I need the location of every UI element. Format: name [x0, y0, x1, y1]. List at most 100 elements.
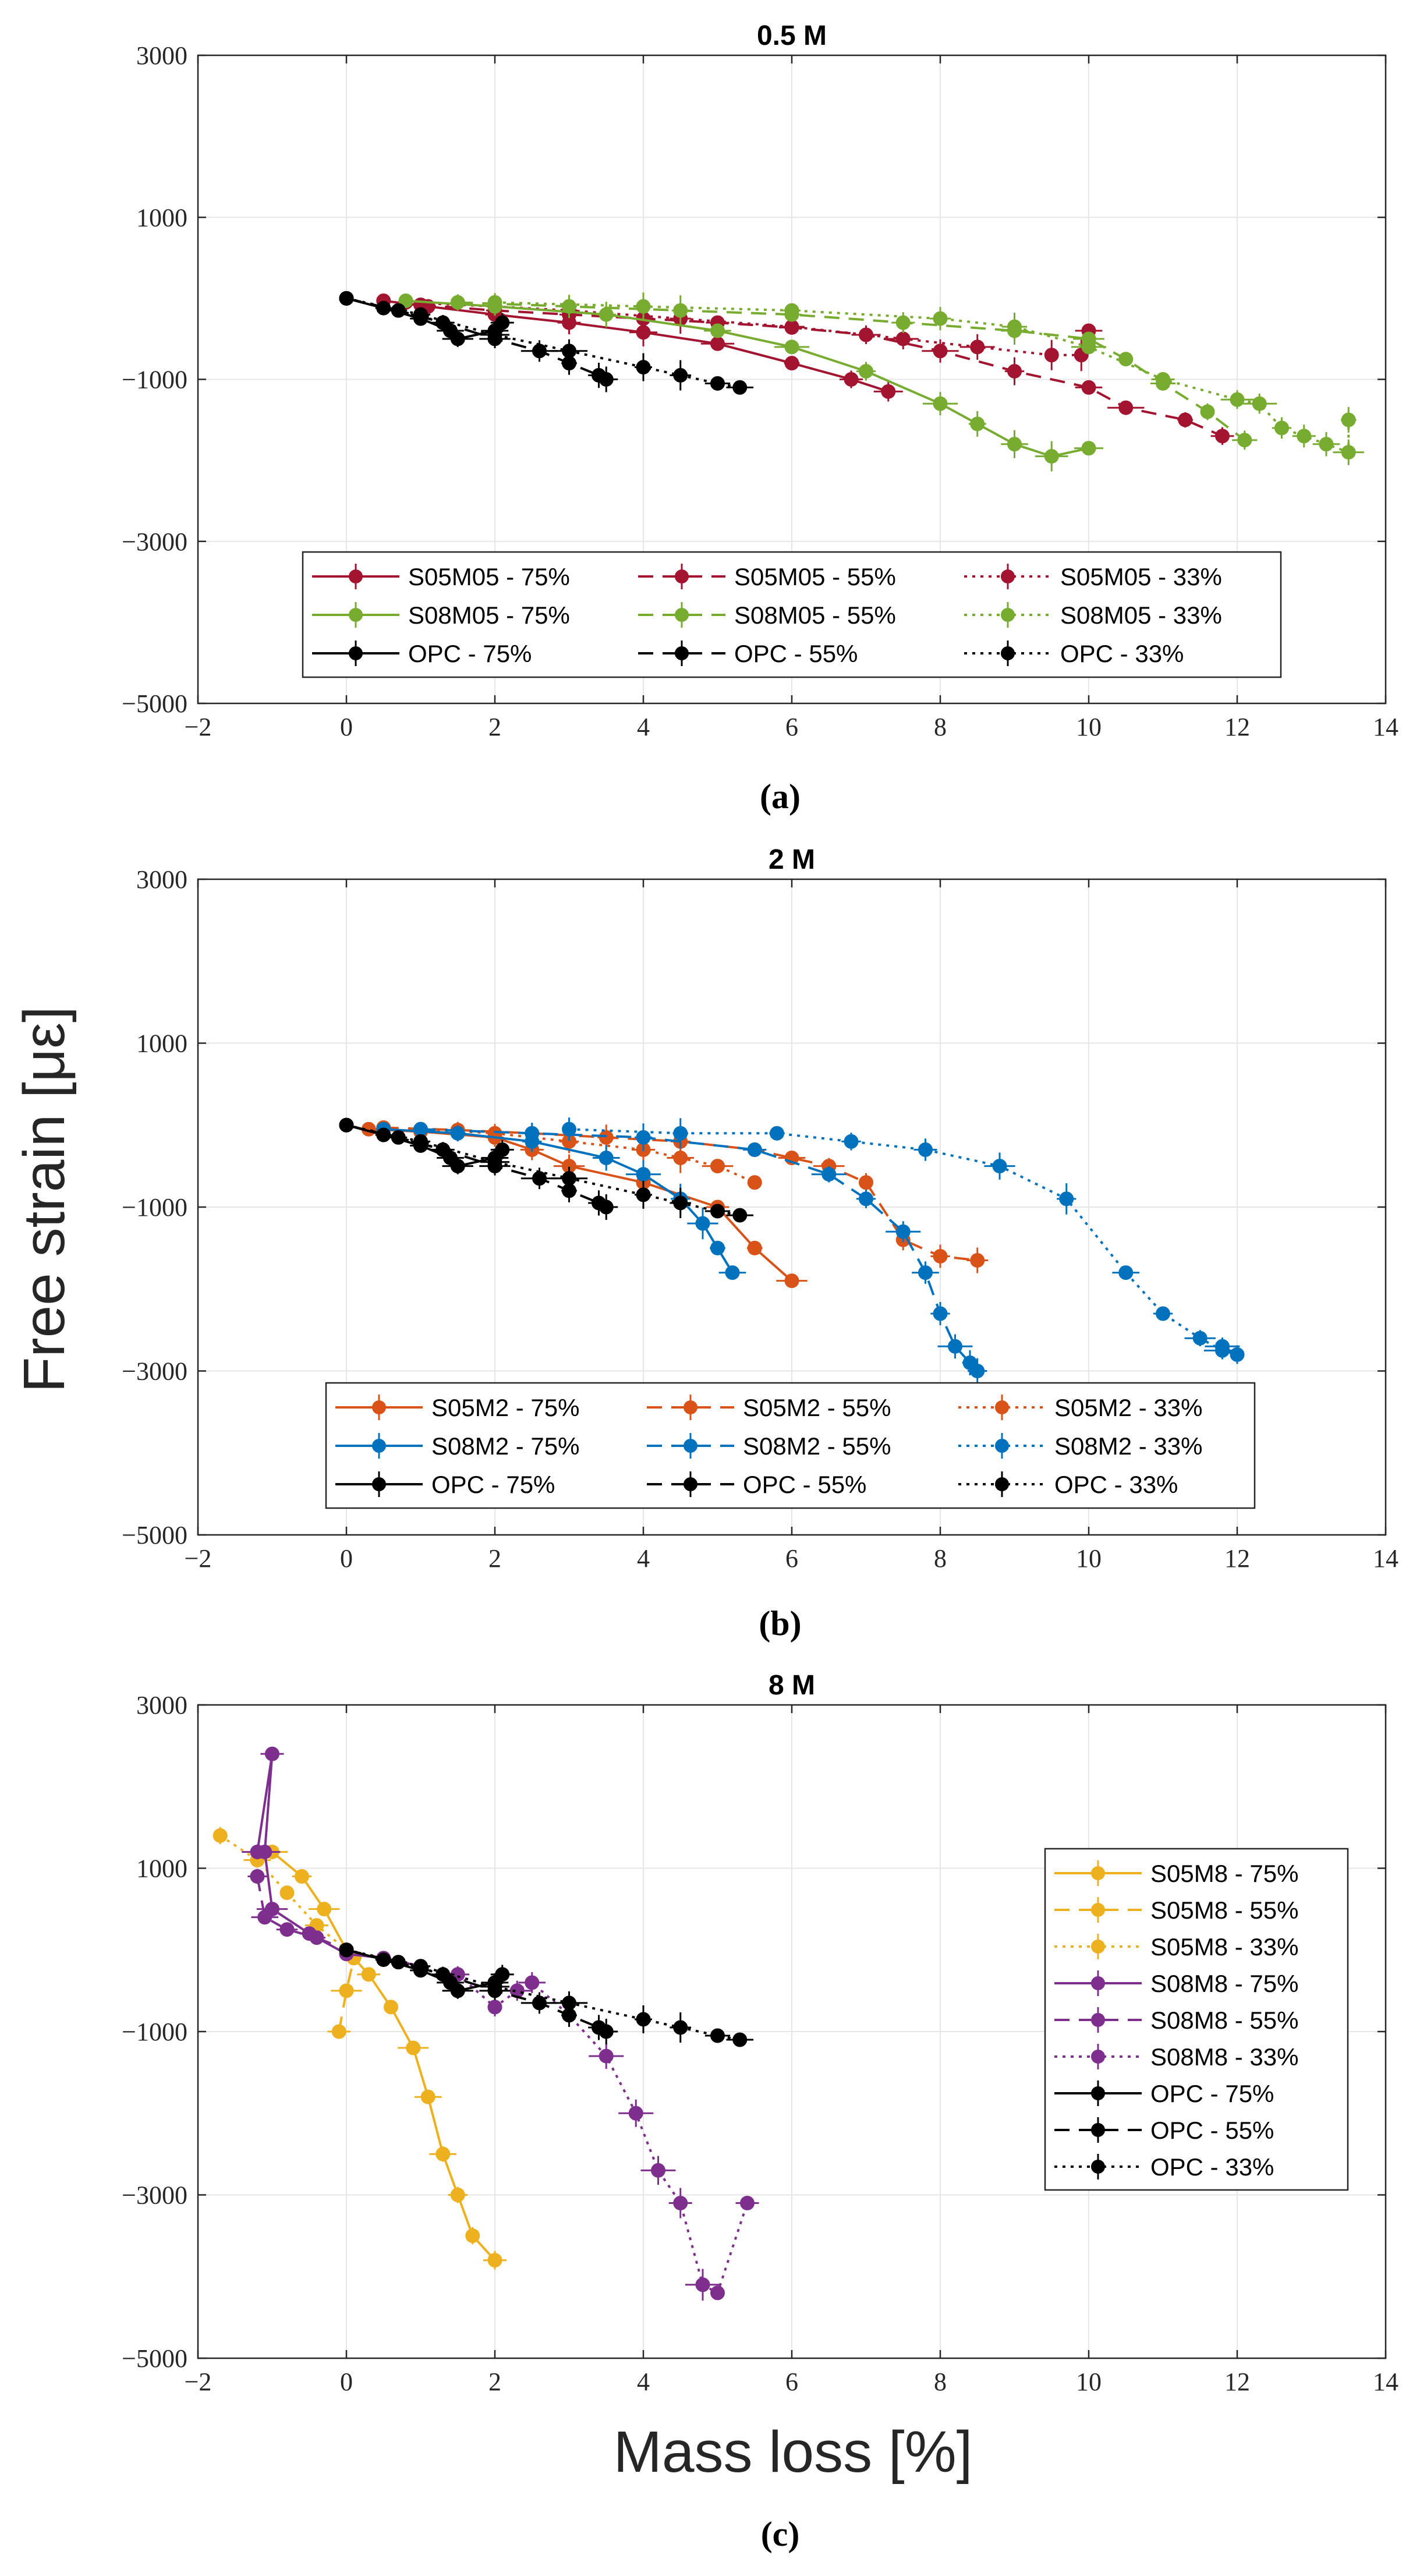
- data-point: [628, 2106, 643, 2121]
- data-point: [532, 1171, 547, 1186]
- panel-caption: (a): [760, 777, 801, 816]
- legend-entry: S08M2 - 33%: [958, 1432, 1202, 1460]
- data-point: [250, 1869, 265, 1884]
- data-point: [465, 2228, 480, 2244]
- data-point: [821, 1167, 837, 1182]
- legend-marker: [1091, 1903, 1105, 1917]
- data-point: [673, 1195, 688, 1211]
- data-point: [1118, 1265, 1134, 1280]
- legend-label: S08M05 - 75%: [408, 601, 570, 629]
- x-tick-label: 14: [1373, 1544, 1398, 1573]
- y-tick-label: 1000: [136, 1029, 187, 1058]
- legend-entry: OPC - 75%: [335, 1471, 555, 1498]
- data-point: [1044, 449, 1059, 464]
- legend-marker: [1091, 2050, 1105, 2064]
- y-tick-label: −5000: [122, 689, 187, 718]
- data-point: [859, 364, 873, 379]
- data-point: [257, 1844, 272, 1859]
- data-point: [450, 331, 465, 346]
- data-point: [391, 303, 406, 318]
- legend-marker: [1091, 2086, 1105, 2100]
- data-point: [970, 1252, 985, 1268]
- data-point: [844, 1134, 859, 1149]
- y-tick-label: −3000: [122, 528, 187, 556]
- data-point: [599, 2048, 614, 2064]
- data-point: [1230, 1347, 1245, 1362]
- legend-marker: [675, 608, 689, 622]
- y-tick-label: 1000: [136, 203, 187, 232]
- legend-label: OPC - 75%: [431, 1471, 555, 1498]
- legend-label: S05M8 - 33%: [1150, 1933, 1298, 1961]
- data-point: [265, 1746, 279, 1761]
- x-tick-label: 10: [1076, 2368, 1102, 2396]
- legend-label: S05M8 - 55%: [1150, 1896, 1298, 1924]
- legend-marker: [675, 569, 689, 583]
- data-point: [970, 339, 985, 355]
- data-point: [673, 2020, 688, 2035]
- data-point: [450, 1126, 465, 1141]
- x-tick-label: 12: [1224, 2368, 1250, 2396]
- legend-label: OPC - 55%: [1150, 2117, 1274, 2144]
- legend-marker: [1091, 2160, 1105, 2174]
- legend-marker: [675, 646, 689, 660]
- data-point: [1007, 437, 1022, 452]
- data-point: [1215, 429, 1230, 444]
- data-point: [636, 1187, 651, 1202]
- data-point: [784, 339, 799, 355]
- y-tick-label: −5000: [122, 1521, 187, 1549]
- legend-marker: [349, 608, 363, 622]
- y-tick-label: −3000: [122, 1357, 187, 1386]
- data-point: [435, 2146, 451, 2161]
- data-point: [673, 1151, 688, 1166]
- chart-title: 8 M: [769, 1670, 815, 1701]
- chart-panel: 8 M −2 0 2 4 6 8 10 12 14 −5000 −3000 −1000 1000 3000 S…: [122, 1670, 1398, 2553]
- data-point: [525, 1126, 540, 1141]
- data-point: [710, 323, 725, 338]
- legend-marker: [1001, 569, 1015, 583]
- data-point: [895, 1224, 911, 1239]
- x-tick-label: −2: [185, 1544, 212, 1573]
- data-point: [279, 1922, 295, 1937]
- data-point: [1319, 437, 1334, 452]
- x-tick-label: 14: [1373, 713, 1398, 741]
- data-point: [599, 1151, 614, 1166]
- legend-box: [302, 551, 1282, 678]
- x-tick-label: 2: [488, 1544, 501, 1573]
- legend-label: S08M2 - 55%: [743, 1432, 891, 1460]
- data-point: [562, 1171, 576, 1186]
- data-point: [413, 1134, 428, 1149]
- legend-entry: S05M8 - 33%: [1054, 1933, 1298, 1961]
- y-tick-label: −1000: [122, 2018, 187, 2046]
- x-tick-label: 12: [1224, 713, 1250, 741]
- y-tick-label: −5000: [122, 2344, 187, 2373]
- data-point: [562, 1121, 576, 1137]
- data-point: [435, 315, 451, 330]
- legend-marker: [995, 1477, 1009, 1491]
- data-point: [1341, 412, 1356, 427]
- legend-entry: OPC - 55%: [638, 640, 858, 667]
- legend-entry: S08M05 - 75%: [312, 601, 570, 629]
- x-tick-label: 6: [785, 2368, 798, 2396]
- x-tick-label: 10: [1076, 1544, 1102, 1573]
- legend-marker: [684, 1439, 697, 1453]
- data-point: [970, 416, 985, 431]
- x-tick-label: 10: [1076, 713, 1102, 741]
- data-point: [859, 1175, 873, 1190]
- data-point: [599, 2024, 614, 2039]
- x-tick-label: 6: [785, 1544, 798, 1573]
- legend-entry: S05M8 - 55%: [1054, 1896, 1298, 1924]
- data-point: [1252, 396, 1267, 411]
- data-point: [599, 1130, 614, 1145]
- data-point: [673, 1126, 688, 1141]
- data-point: [636, 1167, 651, 1182]
- data-point: [710, 2028, 725, 2043]
- x-axis-label: Mass loss [%]: [614, 2419, 973, 2485]
- data-point: [413, 307, 428, 322]
- legend-entry: OPC - 33%: [958, 1471, 1178, 1498]
- data-point: [413, 1959, 428, 1974]
- data-point: [710, 1204, 725, 1219]
- data-point: [895, 331, 911, 346]
- data-point: [1081, 441, 1096, 456]
- legend-label: OPC - 33%: [1054, 1471, 1178, 1498]
- series-opc-33-: [339, 1942, 754, 2047]
